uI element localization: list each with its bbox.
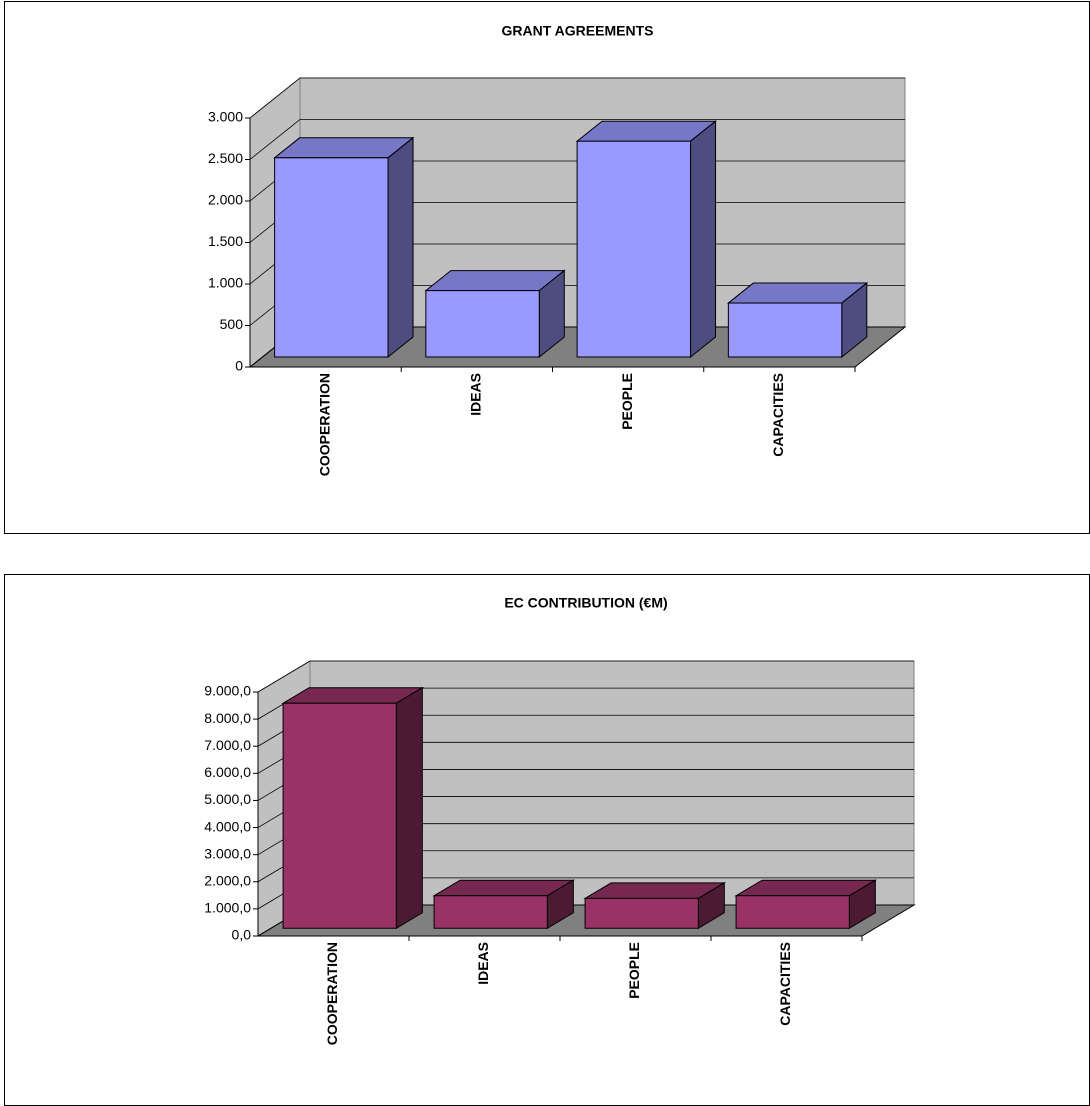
x-tick-label: COOPERATION [316,373,332,476]
y-tick-label: 1.500 [208,233,243,249]
bar-side [690,120,717,359]
y-tick-label: 2.000,0 [204,872,251,888]
y-tick-label: 500 [220,316,244,332]
y-tick-label: 0 [235,358,243,374]
x-tick-label: PEOPLE [619,373,635,430]
bar [727,302,843,358]
y-tick-label: 7.000,0 [204,737,251,753]
bar [584,897,699,929]
y-tick-label: 8.000,0 [204,710,251,726]
grid-line [249,77,905,119]
x-tick-label: CAPACITIES [770,373,786,457]
y-tick-label: 3.000,0 [204,845,251,861]
y-tick-label: 1.000,0 [204,900,251,916]
y-tick-label: 6.000,0 [204,764,251,780]
bar [282,702,397,929]
bar-side [387,136,414,359]
grid-line [249,119,905,160]
y-tick-label: 2.500 [208,150,243,166]
bar [425,290,540,358]
y-tick-label: 3.000 [208,109,243,125]
y-tick-label: 2.000 [208,192,243,208]
chart-title: GRANT AGREEMENTS [502,23,654,39]
y-tick-label: 0,0 [232,927,252,943]
y-tick-label: 5.000,0 [204,791,251,807]
x-tick-label: PEOPLE [626,942,642,999]
x-tick-label: IDEAS [468,373,484,416]
y-tick-label: 4.000,0 [204,818,251,834]
x-tick-label: COOPERATION [324,942,340,1045]
bar [735,895,850,929]
bar-side [395,686,423,930]
y-tick-label: 1.000 [208,275,243,291]
bar [576,140,692,358]
x-tick-label: CAPACITIES [777,942,793,1026]
bar [274,157,389,358]
y-tick-label: 9.000,0 [204,683,251,699]
x-tick-label: IDEAS [475,942,491,985]
bar [433,895,548,929]
chart-title: EC CONTRIBUTION (€M) [504,595,667,611]
grid-line [257,660,914,693]
